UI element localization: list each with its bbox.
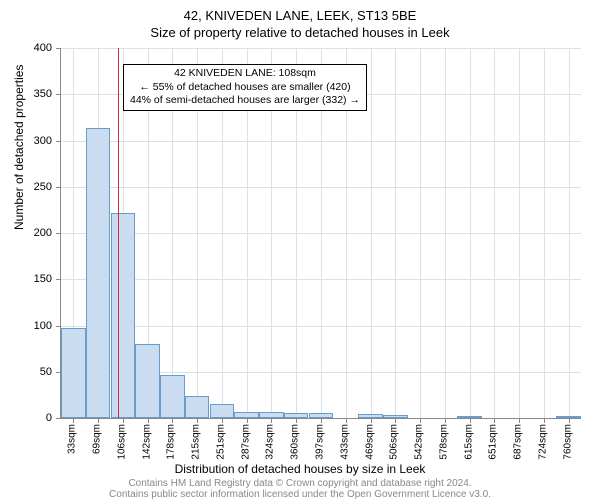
xtick-label: 142sqm (141, 424, 152, 460)
annotation-line: ← 55% of detached houses are smaller (42… (130, 81, 360, 95)
xtick-mark (494, 418, 495, 423)
xtick-mark (395, 418, 396, 423)
bar (135, 344, 159, 418)
bar (160, 375, 184, 418)
footnote-3: Contains public sector information licen… (0, 489, 600, 500)
ytick-mark (56, 418, 61, 419)
ytick-label: 400 (22, 42, 52, 54)
xtick-label: 215sqm (191, 424, 202, 460)
xtick-mark (346, 418, 347, 423)
ytick-mark (56, 141, 61, 142)
annotation-box: 42 KNIVEDEN LANE: 108sqm← 55% of detache… (123, 64, 367, 111)
xtick-label: 687sqm (513, 424, 524, 460)
xtick-label: 615sqm (463, 424, 474, 460)
xtick-label: 724sqm (537, 424, 548, 460)
chart-area: 050100150200250300350400 42 KNIVEDEN LAN… (60, 48, 580, 418)
bar (86, 128, 110, 418)
ytick-mark (56, 48, 61, 49)
xtick-label: 469sqm (364, 424, 375, 460)
xtick-mark (544, 418, 545, 423)
bar (210, 404, 234, 418)
ytick-label: 100 (22, 320, 52, 332)
xtick-mark (420, 418, 421, 423)
xtick-label: 360sqm (290, 424, 301, 460)
chart-title-sub: Size of property relative to detached ho… (0, 23, 600, 40)
chart-title-main: 42, KNIVEDEN LANE, LEEK, ST13 5BE (0, 0, 600, 23)
ytick-label: 250 (22, 181, 52, 193)
xtick-label: 433sqm (339, 424, 350, 460)
bar (61, 328, 85, 418)
x-axis-label: Distribution of detached houses by size … (0, 462, 600, 476)
xtick-mark (197, 418, 198, 423)
gridline-v (494, 48, 495, 418)
ytick-mark (56, 94, 61, 95)
xtick-mark (247, 418, 248, 423)
ytick-mark (56, 279, 61, 280)
gridline-v (569, 48, 570, 418)
ytick-label: 300 (22, 135, 52, 147)
bar (111, 213, 135, 418)
xtick-mark (445, 418, 446, 423)
xtick-label: 69sqm (92, 424, 103, 454)
bar (185, 396, 209, 418)
xtick-label: 578sqm (438, 424, 449, 460)
gridline-v (519, 48, 520, 418)
ytick-mark (56, 187, 61, 188)
annotation-line: 42 KNIVEDEN LANE: 108sqm (130, 67, 360, 81)
gridline-v (420, 48, 421, 418)
ytick-label: 50 (22, 366, 52, 378)
xtick-label: 251sqm (215, 424, 226, 460)
gridline-v (395, 48, 396, 418)
xtick-label: 178sqm (166, 424, 177, 460)
xtick-label: 651sqm (488, 424, 499, 460)
ytick-label: 200 (22, 227, 52, 239)
xtick-label: 506sqm (389, 424, 400, 460)
xtick-mark (569, 418, 570, 423)
xtick-mark (271, 418, 272, 423)
ytick-label: 0 (22, 412, 52, 424)
xtick-mark (148, 418, 149, 423)
xtick-label: 760sqm (562, 424, 573, 460)
gridline-v (371, 48, 372, 418)
gridline-v (544, 48, 545, 418)
xtick-label: 397sqm (315, 424, 326, 460)
gridline-v (470, 48, 471, 418)
marker-line (118, 48, 120, 418)
xtick-mark (123, 418, 124, 423)
xtick-mark (222, 418, 223, 423)
ytick-mark (56, 326, 61, 327)
xtick-label: 324sqm (265, 424, 276, 460)
xtick-label: 542sqm (414, 424, 425, 460)
footnote-1: Contains HM Land Registry data © Crown c… (0, 478, 600, 489)
ytick-label: 150 (22, 273, 52, 285)
xtick-mark (172, 418, 173, 423)
xtick-mark (296, 418, 297, 423)
xtick-label: 287sqm (240, 424, 251, 460)
xtick-mark (519, 418, 520, 423)
xtick-mark (470, 418, 471, 423)
xtick-label: 33sqm (67, 424, 78, 454)
annotation-line: 44% of semi-detached houses are larger (… (130, 94, 360, 108)
xtick-mark (321, 418, 322, 423)
xtick-mark (371, 418, 372, 423)
ytick-label: 350 (22, 88, 52, 100)
gridline-v (445, 48, 446, 418)
xtick-mark (98, 418, 99, 423)
xtick-label: 106sqm (116, 424, 127, 460)
xtick-mark (73, 418, 74, 423)
ytick-mark (56, 233, 61, 234)
plot-area: 42 KNIVEDEN LANE: 108sqm← 55% of detache… (60, 48, 581, 419)
